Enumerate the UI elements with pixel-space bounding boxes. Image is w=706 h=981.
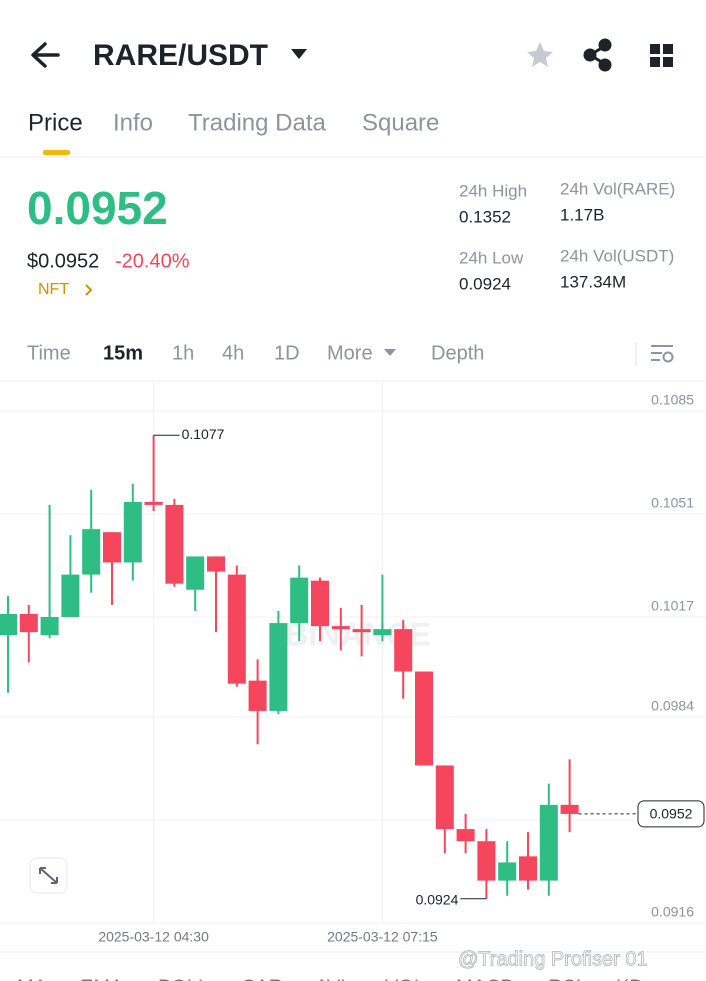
price-box-label: 0.0952 (650, 806, 693, 822)
expand-icon (39, 867, 58, 884)
indicator-tab[interactable]: VOL (385, 976, 425, 981)
watermark-credit: @Trading Profiser 01 (458, 948, 648, 970)
candle-body (415, 671, 433, 766)
candle-body (560, 804, 579, 814)
tab-indicator (43, 150, 70, 155)
x-tick-label: 2025-03-12 04:30 (98, 929, 209, 945)
interval[interactable]: 4h (222, 342, 244, 364)
pair-dropdown[interactable] (291, 49, 307, 59)
stat-value: 0.1352 (459, 207, 511, 226)
more-caret (384, 349, 396, 356)
candle-body (331, 626, 350, 630)
candle-body (144, 501, 163, 505)
tag[interactable]: NFT (38, 281, 69, 298)
y-tick-label: 0.1017 (651, 598, 694, 614)
candle-body (456, 829, 475, 842)
indicator-tab[interactable]: AVL (315, 976, 351, 981)
interval[interactable]: 1D (274, 342, 300, 364)
indicator-tab[interactable]: KD (616, 976, 644, 981)
interval[interactable]: 1h (172, 342, 194, 364)
candle-body (186, 556, 205, 590)
candle-body (40, 617, 59, 636)
stat-label: 24h Vol(RARE) (560, 179, 675, 198)
max-label: 0.1077 (182, 426, 225, 442)
candle-body (103, 532, 121, 563)
candle-body (123, 501, 142, 563)
indicator-tab[interactable]: MA (17, 976, 48, 981)
indicator-bar: MA EMA BOLL SAR AVL VOL MACD RSI KD (17, 976, 644, 981)
pair-title[interactable]: RARE/USDT (93, 39, 268, 72)
stat-label: 24h High (459, 181, 527, 200)
tab[interactable]: Trading Data (188, 109, 327, 136)
candle-body (373, 629, 392, 636)
candle-body (519, 856, 537, 881)
candle-body (394, 629, 413, 672)
price-box (637, 800, 705, 828)
min-label: 0.0924 (416, 891, 459, 907)
candle-body (165, 504, 184, 584)
candle-body (352, 629, 371, 633)
usd-price: $0.0952 (27, 250, 99, 272)
candle-body (311, 580, 329, 627)
candle-body (539, 804, 558, 881)
y-tick-label: 0.1051 (651, 495, 694, 511)
stat-value: 0.0924 (459, 274, 511, 293)
stat-label: 24h Low (459, 248, 524, 267)
interval[interactable]: Depth (431, 342, 484, 364)
interval[interactable]: 15m (103, 342, 143, 364)
candle-body (61, 574, 80, 618)
price-change: -20.40% (115, 250, 190, 272)
candle-body (227, 574, 246, 684)
candle-body (248, 680, 267, 711)
indicator-tab[interactable]: BOLL (158, 976, 209, 981)
stat-label: 24h Vol(USDT) (560, 246, 674, 265)
interval[interactable]: More (327, 342, 373, 364)
indicator-tab[interactable]: EMA (80, 976, 124, 981)
candlestick-chart: BINANCE0.10850.10510.10170.09840.09500.0… (0, 381, 706, 945)
back-button[interactable] (31, 42, 60, 68)
chart-settings-icon[interactable] (651, 345, 674, 363)
interval[interactable]: Time (27, 342, 71, 364)
x-tick-label: 2025-03-12 07:15 (327, 929, 438, 945)
candle-body (207, 556, 225, 572)
tab[interactable]: Square (362, 109, 439, 136)
share-icon[interactable] (583, 38, 612, 72)
favorite-icon[interactable] (527, 42, 553, 67)
menu-icon[interactable] (650, 44, 673, 67)
y-tick-label: 0.1085 (651, 392, 694, 408)
candle-body (269, 623, 288, 711)
candle-body (498, 862, 517, 881)
tab[interactable]: Info (113, 109, 153, 136)
last-price: 0.0952 (27, 182, 168, 234)
candle-body (290, 577, 309, 624)
candle-body (19, 613, 38, 633)
y-tick-label: 0.0916 (651, 904, 694, 920)
indicator-tab[interactable]: MACD (456, 976, 515, 981)
tab[interactable]: Price (28, 109, 83, 136)
tag-arrow (85, 284, 93, 296)
indicator-tab[interactable]: RSI (548, 976, 581, 981)
stat-value: 137.34M (560, 272, 626, 291)
candle-body (0, 613, 17, 636)
candle-body (477, 841, 496, 881)
stat-value: 1.17B (560, 205, 604, 224)
candle-body (435, 765, 454, 830)
y-tick-label: 0.0984 (651, 698, 694, 714)
indicator-tab[interactable]: SAR (242, 976, 283, 981)
candle-body (82, 529, 101, 575)
